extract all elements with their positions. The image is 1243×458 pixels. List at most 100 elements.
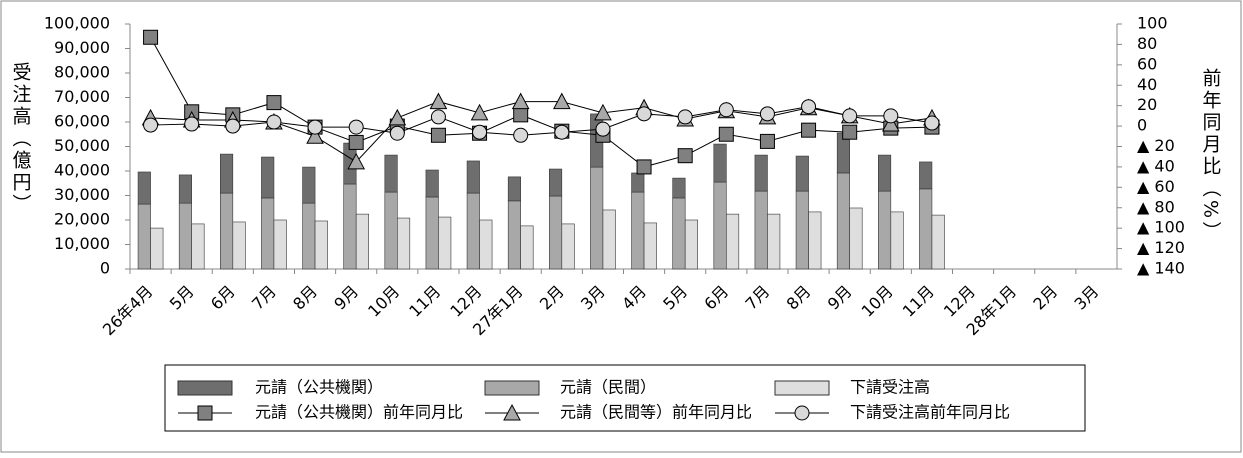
legend-label: 元請（公共機関） (255, 378, 383, 397)
y-tick-label: 70,000 (54, 87, 110, 106)
bar (137, 171, 151, 205)
bar (261, 197, 275, 270)
y-tick-label: 50,000 (54, 136, 110, 155)
bar (713, 143, 727, 183)
marker (842, 124, 858, 140)
y-tick-label: 90,000 (54, 38, 110, 57)
y2-tick-label: ▲ 80 (1137, 197, 1175, 216)
y-tick-label: 60,000 (54, 112, 110, 131)
marker (759, 106, 775, 122)
marker (759, 133, 775, 149)
y2-tick-label: 0 (1137, 116, 1147, 135)
bar (397, 217, 411, 270)
marker (388, 108, 407, 126)
bar (466, 192, 480, 270)
y2-tick-label: ▲ 100 (1137, 218, 1185, 237)
marker (347, 152, 366, 170)
bar (631, 172, 645, 193)
marker (677, 109, 693, 125)
bar (425, 196, 439, 270)
bar (713, 181, 727, 270)
marker (389, 125, 405, 141)
marker (883, 108, 899, 124)
bar (795, 190, 809, 270)
bar (438, 216, 452, 270)
bar (507, 176, 521, 202)
y2-tick-label: ▲ 120 (1137, 238, 1185, 257)
marker (197, 405, 213, 421)
legend-label: 元請（公共機関）前年同月比 (255, 403, 463, 422)
bar (220, 192, 234, 270)
y2-tick-label: 20 (1137, 95, 1157, 114)
y2-tick-label: ▲ 20 (1137, 136, 1175, 155)
bar (355, 213, 369, 270)
bar (754, 154, 768, 192)
y2-tick-label: ▲ 140 (1137, 259, 1185, 278)
bar (520, 225, 534, 270)
legend-box (164, 364, 1086, 432)
bar (549, 195, 563, 270)
marker (636, 159, 652, 175)
bar (549, 168, 563, 197)
marker (842, 108, 858, 124)
marker (503, 403, 521, 421)
legend-label: 下請受注高前年同月比 (850, 403, 1010, 422)
bar (878, 154, 892, 192)
marker (595, 121, 611, 137)
bar (631, 191, 645, 270)
bar (684, 219, 698, 270)
marker (718, 126, 734, 142)
legend-label: 元請（民間等）前年同月比 (560, 403, 752, 422)
bar (836, 172, 850, 270)
bar (178, 174, 192, 204)
bar (919, 161, 933, 190)
bar (261, 156, 275, 199)
y2-tick-label: ▲ 60 (1137, 177, 1175, 196)
marker (801, 122, 817, 138)
marker (513, 107, 529, 123)
bar (878, 190, 892, 270)
marker (594, 103, 612, 121)
marker (472, 124, 488, 140)
bar (795, 155, 809, 192)
legend-swatch (177, 380, 233, 396)
bar (302, 166, 316, 204)
y2-tick-label: 80 (1137, 34, 1157, 53)
y2-tick-label: 40 (1137, 75, 1157, 94)
bar (220, 153, 234, 194)
y-axis-title: 受注高（億円） (10, 62, 32, 216)
bar (384, 154, 398, 193)
marker (552, 92, 571, 110)
marker (184, 116, 200, 132)
bar (343, 183, 357, 270)
bar (232, 221, 246, 270)
legend-swatch (484, 380, 540, 396)
marker (430, 127, 446, 143)
bar (767, 213, 781, 270)
marker (794, 405, 810, 421)
bar (384, 191, 398, 270)
bar (672, 197, 686, 270)
marker (225, 118, 241, 134)
bar (479, 219, 493, 270)
y2-tick-label: 100 (1137, 14, 1168, 33)
bar (672, 177, 686, 199)
marker (636, 106, 652, 122)
marker (511, 92, 530, 110)
marker (470, 103, 489, 121)
bar (754, 190, 768, 270)
marker (266, 95, 282, 111)
marker (143, 29, 159, 45)
bar (466, 160, 480, 194)
bar (602, 209, 616, 270)
y-tick-label: 20,000 (54, 210, 110, 229)
marker (718, 102, 734, 118)
bar (849, 207, 863, 270)
marker (429, 92, 448, 110)
y2-tick-label: ▲ 40 (1137, 156, 1175, 175)
bar (643, 222, 657, 270)
marker (513, 127, 529, 143)
bar (931, 214, 945, 270)
bar (425, 169, 439, 198)
